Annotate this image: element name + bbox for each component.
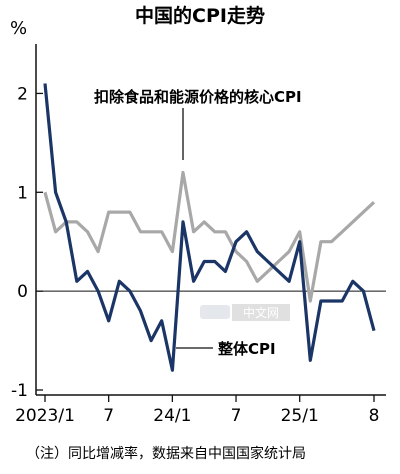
core-cpi-label: 扣除食品和能源价格的核心CPI: [94, 88, 302, 106]
x-tick-label: 7: [103, 406, 114, 426]
x-tick-label: 2023/1: [15, 406, 75, 426]
y-axis-unit: %: [10, 18, 27, 39]
x-tick-label: 24/1: [153, 406, 191, 426]
x-tick-label: 7: [231, 406, 242, 426]
x-ticks: 2023/1 7 24/1 7 25/1 8: [15, 395, 379, 426]
series-line-overall-cpi: [43, 83, 376, 372]
x-tick-label: 25/1: [281, 406, 319, 426]
chart-title: 中国的CPI走势: [135, 4, 265, 27]
watermark-text: 中文网: [243, 305, 279, 320]
overall-cpi-label: 整体CPI: [218, 340, 276, 358]
y-ticks: -1 0 1 2: [11, 84, 43, 401]
footnote: （注）同比增减率，数据来自中国国家统计局: [26, 445, 306, 462]
y-tick-label: 2: [17, 84, 28, 104]
y-tick-label: 0: [17, 282, 28, 302]
x-tick-label: 8: [369, 406, 380, 426]
y-tick-label: 1: [17, 183, 28, 203]
y-tick-label: -1: [11, 381, 28, 401]
watermark-logo: 中文网: [200, 304, 290, 321]
series-line-core-cpi: [43, 170, 376, 303]
